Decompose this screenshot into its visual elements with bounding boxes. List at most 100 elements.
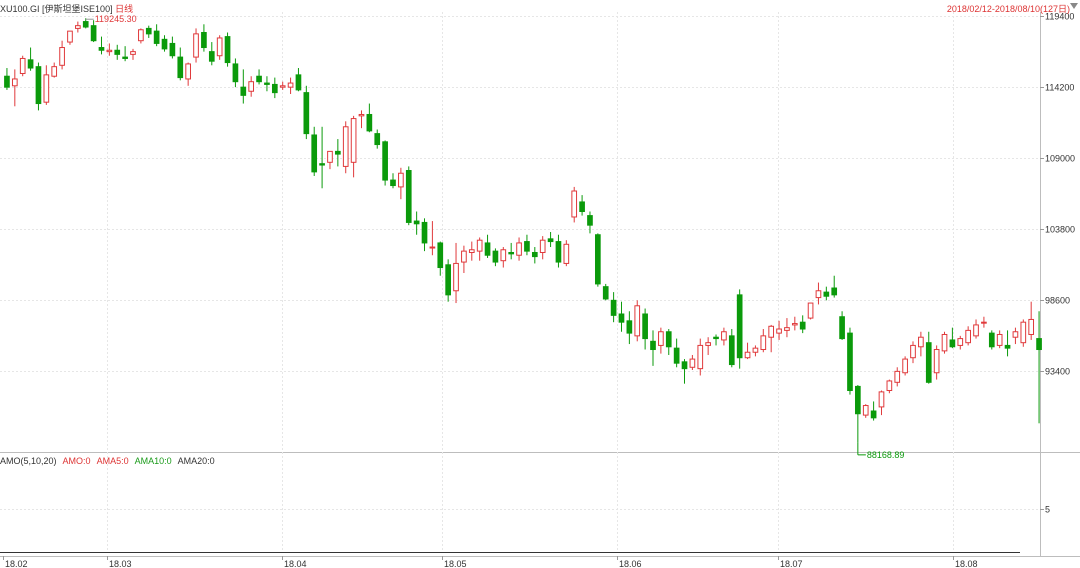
candle-body [925, 342, 932, 383]
candle-body [855, 385, 861, 415]
candle-body [658, 331, 664, 346]
candle-body [232, 63, 239, 83]
grid-lines [0, 12, 1080, 557]
candle-body [665, 331, 672, 348]
candle-body [768, 325, 775, 338]
candle-body [744, 351, 751, 359]
candle-body [453, 262, 459, 292]
candle-body [965, 329, 971, 344]
x-tick-label: 18.07 [780, 559, 803, 568]
candle-body [988, 332, 995, 348]
x-tick-label: 18.04 [284, 559, 307, 568]
candle-body [67, 30, 73, 43]
candle-body [264, 82, 270, 85]
dropdown-triangle-icon[interactable] [1070, 3, 1078, 9]
candle-body [90, 25, 97, 42]
candle-body [618, 313, 625, 323]
candle-body [177, 56, 184, 79]
candle-body [799, 321, 806, 330]
indicator-name[interactable]: AMO(5,10,20) [0, 456, 57, 466]
x-tick-label: 18.05 [444, 559, 467, 568]
candle-body [138, 29, 144, 42]
candle-body [429, 246, 436, 249]
candle-body [287, 82, 294, 88]
candle-body [673, 347, 680, 364]
candle-body [547, 238, 554, 243]
candle-body [500, 249, 507, 262]
candle-body [642, 313, 648, 340]
candle-body [201, 31, 207, 49]
candle-body [106, 49, 113, 53]
period-label[interactable]: 日线 [115, 4, 134, 14]
candle-body [59, 47, 65, 66]
date-range[interactable]: 2018/02/12-2018/08/10(127日) [946, 4, 1070, 14]
candle-body [1012, 331, 1019, 338]
candle-body [689, 358, 696, 368]
ama10-value: AMA10:0 [134, 456, 172, 466]
candle-body [374, 133, 381, 146]
candle-body [492, 250, 499, 263]
low-price-label: 88168.89 [867, 450, 905, 460]
ama5-value: AMA5:0 [96, 456, 129, 466]
x-tick-label: 18.03 [109, 559, 132, 568]
candle-body [847, 332, 853, 392]
candle-body [256, 75, 262, 83]
candle-body [98, 47, 105, 51]
candle-body [161, 38, 168, 50]
candle-body [957, 338, 964, 346]
y-tick-label: 109000 [1045, 154, 1075, 164]
candle-body [791, 323, 798, 326]
candle-body [405, 170, 412, 223]
candle-body [342, 126, 349, 167]
candle-body [1004, 344, 1011, 349]
candle-body [831, 287, 838, 296]
candle-body [335, 150, 341, 155]
candle-body [82, 21, 89, 28]
candle-body [539, 239, 546, 253]
symbol-name: [伊斯坦堡ISE100] [42, 4, 113, 14]
candle-body [728, 335, 735, 366]
candle-body [587, 215, 593, 226]
candle-body [571, 190, 578, 218]
candle-body [130, 51, 136, 55]
candle-body [185, 63, 191, 80]
candles [4, 18, 1042, 443]
y-tick-label: 114200 [1045, 83, 1074, 93]
candle-body [602, 286, 609, 300]
candle-body [468, 249, 475, 253]
amo-value: AMO:0 [62, 456, 91, 466]
candle-body [933, 349, 940, 374]
candle-body [752, 347, 759, 353]
candle-body [484, 242, 491, 256]
volume-tick-label: 5 [1045, 505, 1050, 515]
candle-body [555, 241, 562, 263]
candle-body [508, 251, 515, 255]
candle-body [27, 59, 34, 69]
x-tick-label: 18.06 [619, 559, 642, 568]
candle-body [713, 336, 719, 340]
y-tick-label: 119400 [1045, 12, 1074, 22]
candle-body [350, 118, 357, 163]
candle-body [153, 30, 160, 44]
candle-body [973, 324, 979, 337]
candle-body [19, 57, 26, 74]
symbol-code[interactable]: XU100.GI [0, 4, 40, 14]
candle-body [390, 179, 396, 187]
ama20-value: AMA20:0 [177, 456, 215, 466]
candle-body [311, 134, 318, 173]
candle-body [626, 320, 633, 334]
candle-body [193, 33, 199, 58]
candle-body [461, 250, 467, 263]
candle-body [650, 340, 656, 351]
candle-body [327, 150, 333, 163]
candle-body [697, 344, 704, 370]
candle-body [981, 321, 987, 324]
candle-body [279, 85, 286, 88]
candle-body [870, 410, 877, 419]
candle-body [681, 361, 688, 370]
x-tick-label: 18.02 [5, 559, 28, 568]
candle-body [610, 299, 617, 316]
candle-body [421, 221, 428, 244]
candle-body [122, 56, 128, 59]
